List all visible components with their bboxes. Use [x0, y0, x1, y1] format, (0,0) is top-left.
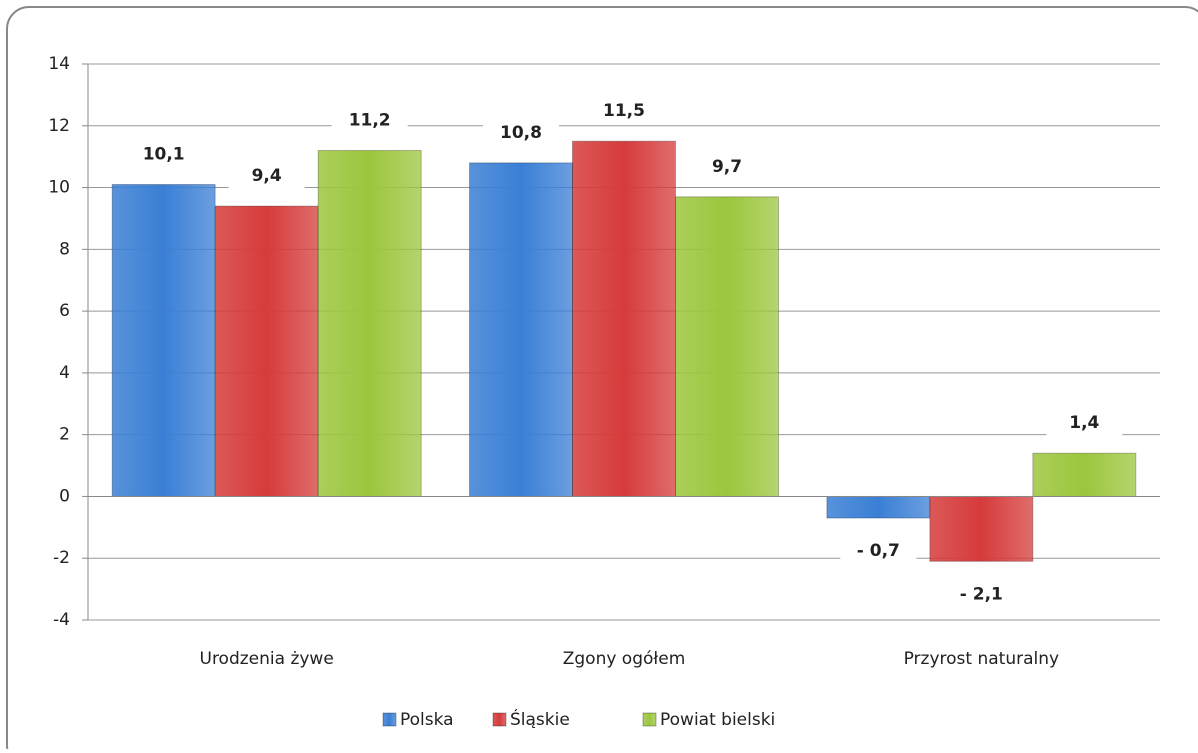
y-tick-label: -4	[53, 610, 70, 630]
y-tick-label: 4	[59, 363, 70, 383]
value-label: - 0,7	[857, 541, 900, 561]
x-tick-label: Przyrost naturalny	[904, 649, 1059, 669]
legend-swatch	[492, 712, 507, 727]
bar	[572, 140, 676, 497]
y-tick-label: 14	[48, 54, 70, 74]
bar	[317, 149, 422, 497]
label-bg	[331, 107, 408, 134]
bar	[1032, 452, 1137, 497]
label-bg	[1046, 410, 1123, 437]
bar	[826, 495, 931, 519]
legend-label: Śląskie	[510, 708, 570, 730]
label-bg	[840, 538, 917, 565]
value-label: - 2,1	[960, 584, 1003, 604]
legend-swatch	[642, 712, 657, 727]
label-bg	[483, 119, 559, 146]
value-label: 9,4	[252, 166, 282, 186]
value-label: 10,8	[500, 123, 542, 143]
y-tick-label: 0	[59, 486, 70, 506]
bar	[675, 196, 779, 497]
value-label: 11,2	[349, 110, 391, 130]
value-label: 10,1	[143, 144, 185, 164]
bar	[469, 162, 573, 497]
label-bg	[943, 581, 1020, 608]
bar	[111, 183, 216, 497]
label-bg	[586, 98, 662, 125]
y-tick-label: -2	[53, 548, 70, 568]
bar	[929, 495, 1034, 562]
value-label: 11,5	[603, 101, 645, 121]
value-label: 9,7	[712, 157, 742, 177]
label-bg	[689, 153, 765, 180]
value-label: 1,4	[1069, 413, 1099, 433]
y-tick-label: 10	[48, 178, 70, 198]
y-tick-label: 12	[48, 116, 70, 136]
y-tick-label: 2	[59, 425, 70, 445]
legend-label: Polska	[400, 710, 454, 730]
bar	[214, 205, 319, 497]
label-bg	[228, 163, 305, 190]
label-bg	[125, 141, 202, 168]
legend-swatch	[382, 712, 397, 727]
legend-label: Powiat bielski	[660, 710, 775, 730]
y-tick-label: 8	[59, 239, 70, 259]
x-tick-label: Urodzenia żywe	[200, 649, 334, 669]
y-tick-label: 6	[59, 301, 70, 321]
x-tick-label: Zgony ogółem	[563, 649, 686, 669]
